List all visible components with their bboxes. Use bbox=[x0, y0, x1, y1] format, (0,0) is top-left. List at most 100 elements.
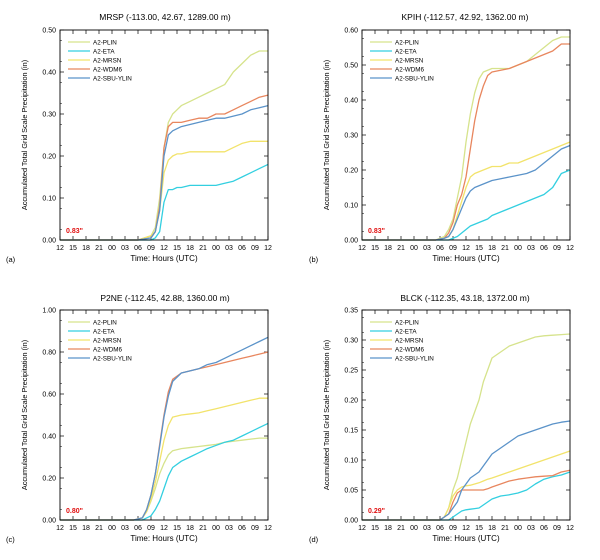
x-tick-label: 00 bbox=[212, 525, 220, 532]
y-tick-label: 0.00 bbox=[42, 238, 56, 245]
chart-panel-2: KPIH (-112.57, 42.92, 1362.00 m) 0.00 0.10… bbox=[309, 12, 574, 264]
x-tick-label: 06 bbox=[540, 525, 548, 532]
x-axis-label: Time: Hours (UTC) bbox=[130, 534, 198, 543]
x-tick-label: 00 bbox=[108, 245, 116, 252]
panel-label: (c) bbox=[6, 535, 15, 544]
plot-frame bbox=[59, 309, 269, 521]
x-tick-label: 09 bbox=[147, 245, 155, 252]
chart-panel-1: MRSP (-113.00, 42.67, 1289.00 m) 0.00 0.10… bbox=[6, 12, 272, 264]
x-tick-label: 00 bbox=[108, 525, 116, 532]
y-tick-label: 0.20 bbox=[344, 398, 358, 405]
y-tick-label: 0.80 bbox=[42, 350, 56, 357]
series-line-a2-plin bbox=[362, 36, 570, 241]
legend-entry: A2-MRSN bbox=[395, 58, 424, 65]
x-tick-label: 12 bbox=[462, 525, 470, 532]
series-line-a2-eta bbox=[362, 169, 571, 241]
y-tick-label: 0.05 bbox=[344, 488, 358, 495]
y-tick-label: 0.10 bbox=[344, 458, 358, 465]
chart-panel-4: BLCK (-112.35, 43.18, 1372.00 m) 0.00 0.05… bbox=[309, 293, 574, 544]
y-axis-label: Accumulated Total Grid Scale Precipitati… bbox=[322, 60, 331, 210]
y-tick-label: 0.60 bbox=[344, 28, 358, 35]
panel-label: (b) bbox=[309, 255, 319, 264]
x-tick-label: 21 bbox=[397, 245, 405, 252]
series-line-a2-sbu-ylin bbox=[60, 336, 269, 521]
chart-title: MRSP (-113.00, 42.67, 1289.00 m) bbox=[99, 12, 231, 22]
chart-title: KPIH (-112.57, 42.92, 1362.00 m) bbox=[402, 12, 529, 22]
chart-panel-3: P2NE (-112.45, 42.88, 1360.00 m) 0.00 0.20… bbox=[6, 293, 272, 544]
x-tick-label: 00 bbox=[514, 525, 522, 532]
y-tick-label: 0.30 bbox=[344, 133, 358, 140]
x-tick-label: 15 bbox=[173, 525, 181, 532]
x-axis-label: Time: Hours (UTC) bbox=[432, 534, 500, 543]
legend-entry: A2-MRSN bbox=[93, 58, 122, 65]
x-tick-label: 00 bbox=[212, 245, 220, 252]
y-tick-label: 0.40 bbox=[344, 98, 358, 105]
x-tick-label: 21 bbox=[501, 525, 509, 532]
panel-label: (a) bbox=[6, 255, 16, 264]
series-line-a2-wdm6 bbox=[60, 351, 269, 521]
y-tick-label: 0.35 bbox=[344, 308, 358, 315]
y-tick-label: 0.50 bbox=[344, 63, 358, 70]
y-tick-label: 0.10 bbox=[344, 203, 358, 210]
x-tick-label: 03 bbox=[225, 525, 233, 532]
series-line-a2-sbu-ylin bbox=[60, 104, 269, 241]
x-tick-label: 21 bbox=[199, 525, 207, 532]
x-tick-label: 12 bbox=[566, 245, 574, 252]
series-line-a2-sbu-ylin bbox=[362, 420, 571, 521]
x-tick-label: 15 bbox=[371, 245, 379, 252]
x-tick-label: 12 bbox=[160, 525, 168, 532]
plot-frame bbox=[361, 309, 571, 521]
y-tick-label: 0.25 bbox=[344, 368, 358, 375]
legend-entry: A2-SBU-YLIN bbox=[395, 356, 434, 363]
legend-entry: A2-ETA bbox=[395, 49, 417, 56]
x-tick-label: 15 bbox=[371, 525, 379, 532]
x-tick-label: 12 bbox=[566, 525, 574, 532]
series-line-a2-plin bbox=[60, 437, 268, 521]
x-tick-label: 03 bbox=[121, 245, 129, 252]
x-tick-label: 03 bbox=[121, 525, 129, 532]
x-tick-label: 21 bbox=[95, 245, 103, 252]
legend-entry: A2-PLIN bbox=[395, 320, 419, 327]
x-tick-label: 15 bbox=[69, 245, 77, 252]
series-line-a2-sbu-ylin bbox=[362, 144, 571, 241]
x-tick-label: 18 bbox=[488, 245, 496, 252]
x-tick-label: 21 bbox=[501, 245, 509, 252]
x-tick-label: 21 bbox=[397, 525, 405, 532]
x-tick-label: 18 bbox=[384, 245, 392, 252]
legend-entry: A2-ETA bbox=[395, 329, 417, 336]
x-tick-label: 15 bbox=[173, 245, 181, 252]
legend-entry: A2-PLIN bbox=[93, 320, 117, 327]
legend-entry: A2-PLIN bbox=[395, 40, 419, 47]
x-tick-label: 09 bbox=[251, 245, 259, 252]
legend-entry: A2-SBU-YLIN bbox=[93, 356, 132, 363]
x-tick-label: 15 bbox=[475, 525, 483, 532]
observed-total-annotation: 0.29" bbox=[368, 508, 385, 515]
legend-entry: A2-WDM6 bbox=[93, 347, 123, 354]
y-tick-label: 0.20 bbox=[344, 168, 358, 175]
x-tick-label: 15 bbox=[69, 525, 77, 532]
plot-frame bbox=[361, 29, 571, 241]
legend-entry: A2-WDM6 bbox=[395, 347, 425, 354]
x-tick-label: 09 bbox=[553, 245, 561, 252]
x-tick-label: 03 bbox=[423, 245, 431, 252]
y-tick-label: 0.30 bbox=[42, 112, 56, 119]
x-tick-label: 18 bbox=[82, 245, 90, 252]
series-line-a2-wdm6 bbox=[60, 94, 269, 241]
series-line-a2-eta bbox=[362, 471, 571, 521]
x-tick-label: 12 bbox=[358, 525, 366, 532]
x-tick-label: 21 bbox=[199, 245, 207, 252]
x-tick-label: 12 bbox=[462, 245, 470, 252]
y-tick-label: 0.50 bbox=[42, 28, 56, 35]
x-axis-label: Time: Hours (UTC) bbox=[432, 254, 500, 263]
observed-total-annotation: 0.83" bbox=[66, 228, 83, 235]
x-tick-label: 09 bbox=[251, 525, 259, 532]
series-line-a2-mrsn bbox=[362, 141, 571, 241]
x-tick-label: 12 bbox=[56, 525, 64, 532]
x-tick-label: 03 bbox=[527, 525, 535, 532]
panel-label: (d) bbox=[309, 535, 319, 544]
x-tick-label: 06 bbox=[436, 525, 444, 532]
x-tick-label: 00 bbox=[514, 245, 522, 252]
y-axis-label: Accumulated Total Grid Scale Precipitati… bbox=[20, 340, 29, 490]
legend-entry: A2-ETA bbox=[93, 329, 115, 336]
